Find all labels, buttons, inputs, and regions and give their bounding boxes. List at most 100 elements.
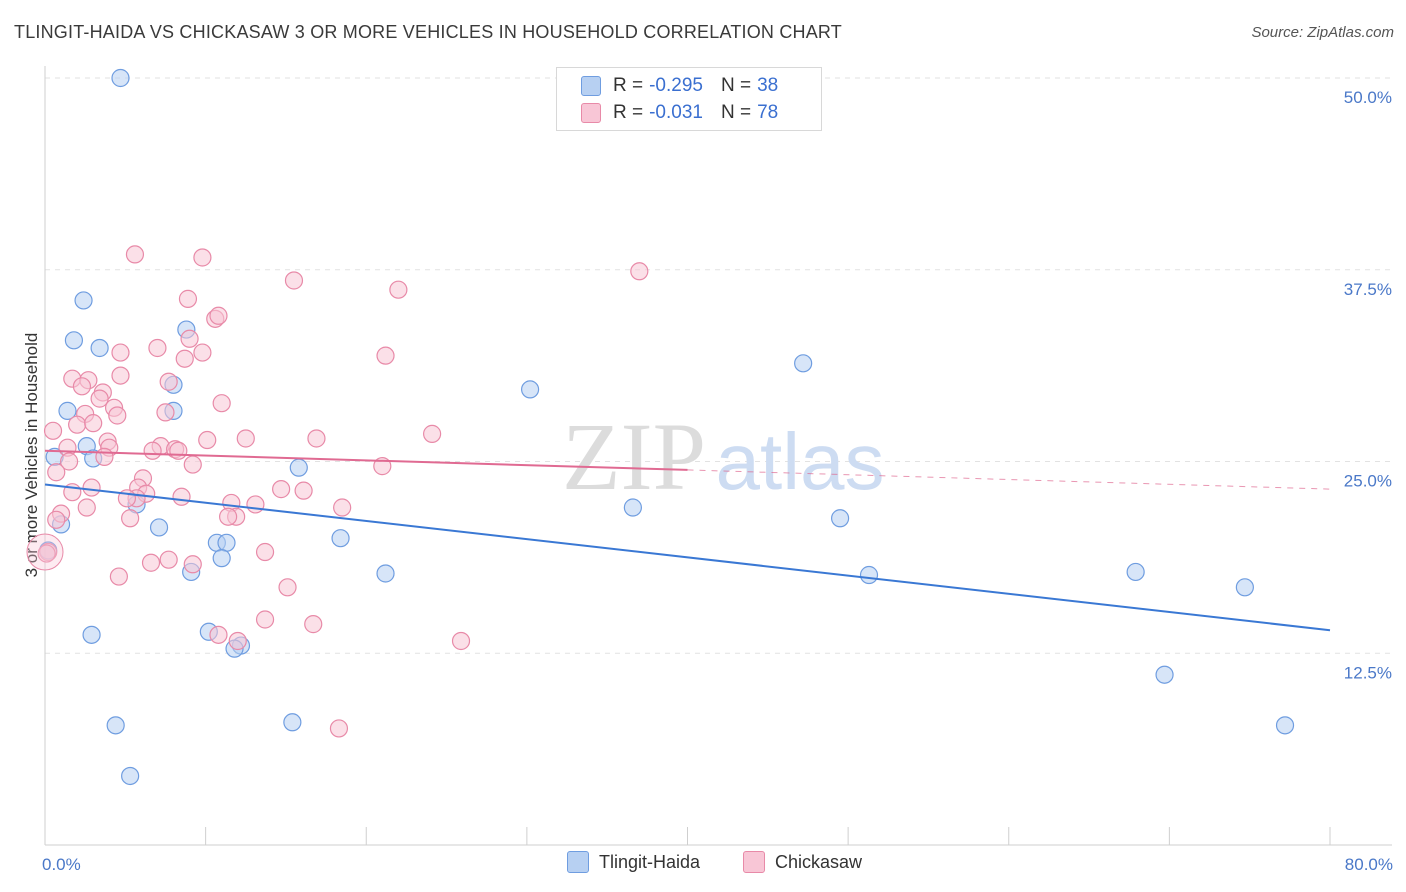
- chickasaw-point: [108, 406, 127, 425]
- tlingit-haida-point: [830, 509, 850, 528]
- bottom-legend-swatch-chickasaw: [743, 851, 765, 873]
- tlingit-haida-point: [859, 565, 879, 585]
- tlingit-haida-point: [623, 498, 642, 517]
- chickasaw-point: [630, 262, 649, 281]
- tlingit-haida-point: [212, 549, 231, 568]
- y-tick-label: 12.5%: [1344, 663, 1392, 682]
- legend-n-value: 78: [757, 102, 779, 123]
- chickasaw-point: [255, 542, 275, 562]
- chickasaw-point: [198, 430, 217, 450]
- tlingit-haida-point: [1155, 665, 1174, 684]
- chickasaw-point: [77, 498, 96, 517]
- chickasaw-point: [156, 403, 175, 422]
- tlingit-haida-point: [289, 458, 308, 477]
- chickasaw-point: [183, 455, 202, 474]
- chickasaw-point: [143, 441, 162, 460]
- chickasaw-point: [141, 553, 161, 572]
- source-label: Source: ZipAtlas.com: [1251, 24, 1394, 41]
- chickasaw-point: [109, 567, 128, 586]
- legend-r-label: R =: [613, 102, 644, 123]
- bottom-legend-swatch-tlingit: [567, 851, 589, 873]
- chickasaw-point: [82, 478, 101, 497]
- bottom-legend-tlingit: Tlingit-Haida: [567, 851, 700, 873]
- bottom-legend-chickasaw: Chickasaw: [743, 851, 862, 873]
- chickasaw-point: [95, 447, 114, 466]
- x-tick-labels: 0.0% 80.0%: [42, 855, 1393, 874]
- chickasaw-point: [333, 498, 352, 517]
- bottom-legend-label-tlingit: Tlingit-Haida: [599, 851, 701, 872]
- chickasaw-point: [329, 719, 349, 738]
- tlingit-haida-point: [74, 291, 93, 310]
- chickasaw-point: [175, 349, 194, 368]
- chickasaw-point: [180, 329, 199, 348]
- tlingit-haida-point: [283, 713, 302, 732]
- chickasaw-point: [121, 509, 140, 528]
- chickasaw-point: [159, 550, 178, 569]
- legend-n-value: 38: [757, 75, 779, 96]
- tlingit-haida-trend-line: [44, 483, 1331, 632]
- tlingit-haida-point: [1126, 562, 1145, 582]
- tlingit-haida-point: [90, 338, 109, 358]
- chickasaw-point: [307, 429, 326, 448]
- chickasaw-point: [125, 245, 145, 264]
- watermark-atlas: atlas: [716, 417, 885, 506]
- chickasaw-point: [294, 481, 313, 500]
- chickasaw-point: [209, 625, 228, 644]
- chickasaw-point: [90, 389, 109, 408]
- tlingit-haida-point: [1235, 578, 1254, 597]
- chickasaw-point: [389, 280, 408, 299]
- chickasaw-point: [376, 346, 395, 365]
- watermark: ZIP atlas: [562, 403, 884, 510]
- chickasaw-point: [169, 441, 188, 460]
- stats-legend: R = -0.295 N = 38 R = -0.031 N = 78: [556, 67, 822, 131]
- tlingit-haida-point: [331, 529, 350, 548]
- y-tick-label: 25.0%: [1344, 472, 1392, 491]
- chart-title: TLINGIT-HAIDA VS CHICKASAW 3 OR MORE VEH…: [14, 22, 843, 42]
- chickasaw-point: [212, 394, 231, 413]
- chickasaw-point: [43, 421, 63, 440]
- chickasaw-point: [47, 463, 66, 482]
- chickasaw-trend-line: [44, 449, 688, 471]
- legend-n-label: N =: [720, 75, 752, 96]
- chickasaw-point: [272, 480, 291, 499]
- chickasaw-point: [178, 289, 198, 308]
- chickasaw-point: [159, 372, 178, 391]
- chickasaw-point: [255, 610, 275, 629]
- tlingit-haida-point: [376, 564, 395, 583]
- chickasaw-point: [26, 533, 64, 571]
- chickasaw-point: [284, 271, 304, 290]
- chickasaw-point: [209, 306, 228, 325]
- tlingit-haida-point: [106, 716, 125, 735]
- y-tick-labels: 12.5% 25.0% 37.5% 50.0%: [1344, 88, 1392, 682]
- chickasaw-point: [236, 429, 255, 448]
- legend-swatch-chickasaw: [581, 103, 601, 123]
- legend-n-label: N =: [720, 102, 752, 123]
- chickasaw-point: [193, 248, 212, 267]
- legend-row-chickasaw: R = -0.031 N = 78: [581, 101, 778, 125]
- x-tick-label: 0.0%: [42, 855, 81, 874]
- gridlines: [45, 77, 1392, 654]
- tlingit-haida-point: [149, 518, 169, 537]
- axes: [44, 66, 1392, 846]
- chickasaw-point: [111, 366, 130, 385]
- tlingit-haida-point: [82, 625, 101, 644]
- watermark-zip: ZIP: [562, 403, 706, 510]
- chickasaw-point: [37, 544, 56, 563]
- y-tick-label: 37.5%: [1344, 280, 1392, 299]
- tlingit-haida-point: [217, 533, 236, 552]
- chickasaw-point: [278, 578, 297, 597]
- legend-r-value: -0.031: [649, 102, 703, 123]
- y-tick-label: 50.0%: [1344, 88, 1392, 107]
- trend-lines: [44, 449, 1331, 632]
- chickasaw-point: [246, 495, 265, 514]
- chickasaw-point: [47, 510, 66, 529]
- x-tick-label: 80.0%: [1345, 855, 1393, 874]
- chickasaw-point: [183, 555, 202, 574]
- chickasaw-point: [84, 414, 103, 433]
- chickasaw-point: [228, 631, 247, 651]
- tlingit-haida-point: [520, 380, 540, 399]
- chickasaw-point: [68, 415, 87, 434]
- chickasaw-point: [193, 343, 212, 362]
- tlingit-haida-point: [111, 68, 130, 88]
